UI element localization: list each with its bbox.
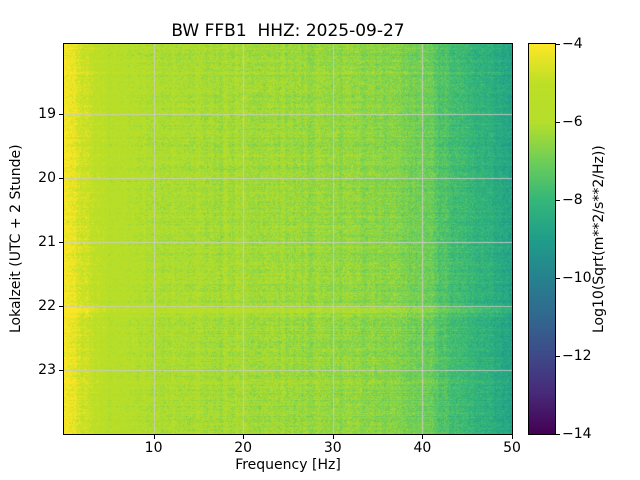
colorbar-gradient (529, 44, 555, 434)
tick-mark (421, 435, 423, 439)
x-tick-label: 10 (144, 440, 163, 456)
colorbar-tick-label: −4 (562, 36, 583, 52)
colorbar-tick-label: −10 (562, 270, 592, 286)
y-tick-label: 20 (38, 170, 56, 187)
tick-mark (556, 433, 560, 435)
colorbar (528, 43, 556, 435)
y-tick-label: 21 (38, 234, 56, 251)
tick-mark (556, 277, 560, 279)
y-tick-label: 23 (38, 362, 56, 379)
tick-mark (556, 43, 560, 45)
colorbar-tick-label: −12 (562, 348, 592, 364)
y-tick-label: 19 (38, 106, 56, 123)
tick-mark (556, 199, 560, 201)
tick-mark (556, 121, 560, 123)
colorbar-tick-label: −14 (562, 426, 592, 442)
y-axis-label: Lokalzeit (UTC + 2 Stunde) (8, 144, 24, 334)
tick-mark (59, 177, 63, 179)
x-axis-label: Frequency [Hz] (235, 457, 341, 473)
x-tick-label: 40 (413, 440, 432, 456)
x-tick-label: 50 (503, 440, 521, 456)
colorbar-tick-label: −8 (562, 192, 583, 208)
tick-mark (59, 305, 63, 307)
tick-mark (59, 369, 63, 371)
y-tick-label: 22 (38, 298, 56, 315)
tick-mark (332, 435, 334, 439)
x-tick-label: 20 (234, 440, 253, 456)
chart-title: BW FFB1 HHZ: 2025-09-27 (171, 21, 405, 41)
spectrogram-heatmap (64, 44, 512, 434)
colorbar-label: Log10(Sqrt(m**2/s**2/Hz)) (591, 145, 607, 333)
plot-area (63, 43, 513, 435)
tick-mark (242, 435, 244, 439)
tick-mark (59, 241, 63, 243)
colorbar-tick-label: −6 (562, 114, 583, 130)
x-tick-label: 30 (323, 440, 342, 456)
tick-mark (511, 435, 513, 439)
tick-mark (59, 113, 63, 115)
tick-mark (153, 435, 155, 439)
tick-mark (556, 355, 560, 357)
